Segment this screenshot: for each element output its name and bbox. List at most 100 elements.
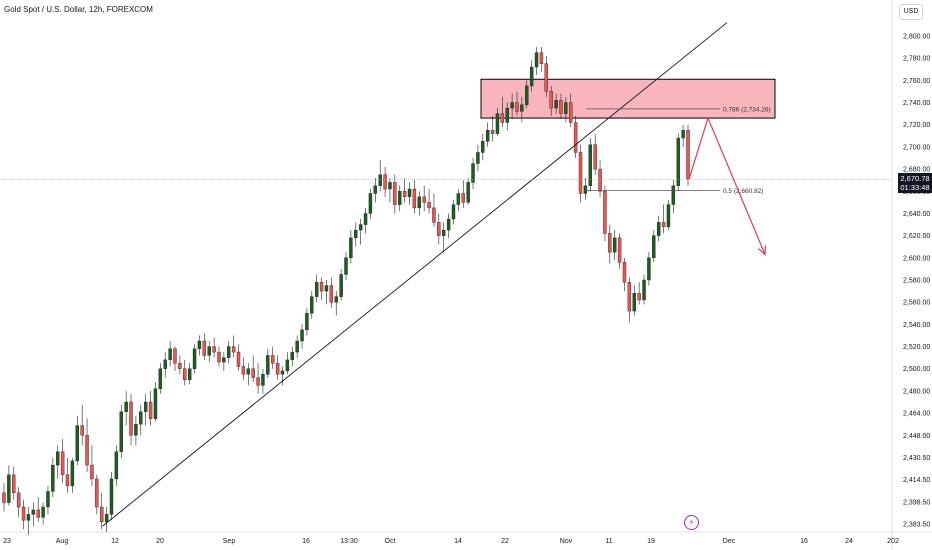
candle [432, 207, 436, 223]
candle [681, 130, 685, 139]
candle [114, 451, 119, 480]
candle [407, 188, 412, 198]
candle [129, 401, 133, 436]
x-tick-label: 20 [156, 538, 164, 545]
candle [603, 191, 607, 234]
x-tick-label: Aug [56, 538, 69, 545]
candle [290, 351, 294, 361]
candle [534, 52, 539, 68]
candle [427, 202, 431, 209]
x-tick-label: 22 [501, 538, 509, 545]
candle [393, 182, 397, 205]
candle [437, 222, 441, 236]
candle [31, 509, 36, 515]
candle [490, 130, 495, 134]
candle [446, 218, 451, 231]
candle [119, 411, 123, 452]
candle [471, 163, 475, 183]
candle [148, 401, 153, 419]
y-tick-label: 2,500.00 [903, 366, 930, 373]
candle [26, 514, 31, 521]
candle [569, 102, 573, 123]
candle [12, 474, 16, 494]
y-tick-label: 2,600.00 [903, 255, 930, 262]
candle [676, 137, 680, 186]
candle [334, 296, 338, 303]
y-tick-label: 2,580.00 [903, 278, 930, 285]
candle [671, 185, 676, 205]
x-tick-label: 11 [605, 538, 612, 545]
candle [544, 63, 549, 92]
candle [261, 374, 265, 386]
candle [652, 235, 656, 259]
candle [51, 464, 55, 492]
candle [231, 346, 236, 353]
candle [104, 514, 109, 522]
x-tick-label: 24 [845, 538, 853, 545]
candle [158, 368, 163, 389]
candle [398, 191, 402, 205]
candle [56, 451, 60, 466]
y-tick-label: 2,480.00 [903, 388, 930, 395]
candle [402, 191, 407, 198]
candle [495, 113, 500, 134]
y-tick-label: 2,640.00 [903, 211, 930, 218]
candle [344, 257, 348, 275]
candle [329, 285, 334, 303]
candle [612, 237, 617, 253]
candle [354, 229, 358, 239]
candle [275, 362, 280, 375]
candle [80, 425, 84, 436]
candle [183, 368, 187, 381]
candle [178, 362, 182, 369]
candle [466, 182, 470, 203]
candle [314, 282, 319, 297]
y-tick-label: 2,540.00 [903, 322, 930, 329]
candle [637, 293, 641, 301]
candle [236, 351, 241, 367]
candle [627, 282, 632, 312]
y-tick-label: 2,383.50 [903, 522, 930, 529]
candle [656, 222, 661, 236]
candle [310, 296, 314, 314]
trendline [102, 22, 728, 527]
currency-selector[interactable]: USD [899, 4, 923, 20]
candle [349, 237, 353, 259]
candle [368, 193, 373, 214]
y-tick-label: 2,720.00 [903, 122, 930, 129]
candle [573, 122, 578, 153]
candle [75, 425, 80, 462]
y-tick-label: 2,398.50 [903, 499, 930, 506]
candle [46, 491, 50, 508]
candle [192, 348, 197, 369]
candle [70, 460, 75, 487]
candle [319, 282, 324, 292]
y-tick-label: 2,520.00 [903, 344, 930, 351]
candle [36, 509, 40, 518]
candle [485, 130, 490, 142]
candle [124, 401, 128, 412]
candle [109, 478, 114, 515]
candle [305, 313, 309, 331]
candle [187, 368, 192, 381]
x-tick-label: Nov [560, 538, 573, 545]
candle [143, 401, 148, 412]
candle [153, 388, 158, 419]
candle [99, 506, 104, 522]
candle [266, 355, 270, 375]
candle [383, 174, 387, 190]
candle [173, 348, 177, 364]
candle [422, 196, 426, 203]
x-tick-label: 19 [647, 538, 655, 545]
candle [441, 229, 446, 236]
candle [16, 492, 21, 508]
candle [212, 346, 216, 353]
projection-arrowhead [757, 245, 767, 256]
candle [608, 233, 612, 253]
lightning-icon[interactable]: ⚡ [684, 515, 699, 530]
candle [85, 435, 89, 466]
candle [456, 193, 461, 205]
y-tick-label: 2,740.00 [903, 100, 930, 107]
candle [461, 193, 465, 203]
